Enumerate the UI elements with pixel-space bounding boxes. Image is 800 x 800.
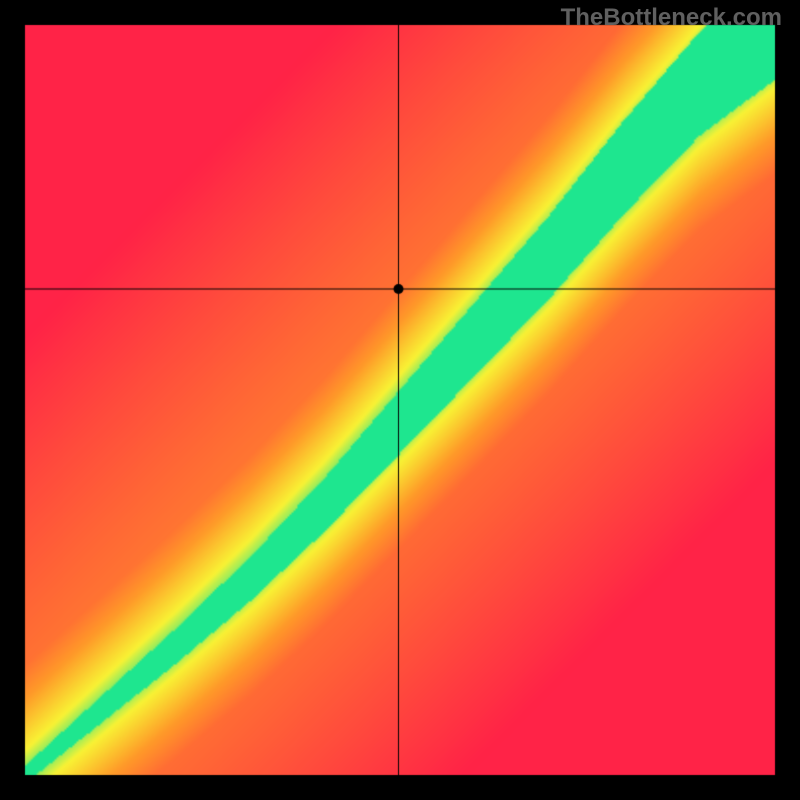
chart-container: TheBottleneck.com [0,0,800,800]
heatmap-canvas [0,0,800,800]
watermark-text: TheBottleneck.com [561,4,782,32]
